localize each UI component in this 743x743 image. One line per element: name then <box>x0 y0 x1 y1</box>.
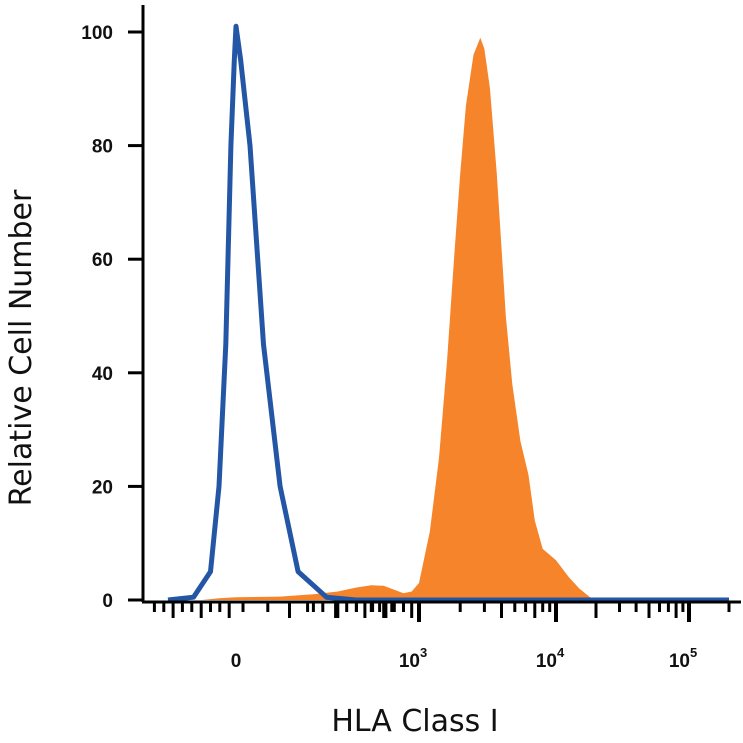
plot-area <box>167 23 729 603</box>
y-axis-title: Relative Cell Number <box>4 189 39 506</box>
x-tick-label-0: 0 <box>231 651 242 672</box>
y-tick-label-3: 60 <box>92 250 113 271</box>
x-tick-label-3: 105 <box>669 645 697 672</box>
y-tick-label-2: 40 <box>92 364 113 385</box>
y-tick-label-0: 0 <box>102 591 113 612</box>
rug-marks <box>152 602 731 622</box>
y-tick-label-4: 80 <box>92 137 113 158</box>
x-axis-title: HLA Class I <box>331 704 498 739</box>
y-axis-ticks: 0 20 40 60 80 100 <box>81 23 143 612</box>
series-1-line <box>167 23 729 603</box>
y-tick-label-5: 100 <box>81 23 113 44</box>
x-tick-label-2: 104 <box>536 645 565 672</box>
x-tick-label-1: 103 <box>399 645 427 672</box>
y-tick-label-1: 20 <box>92 477 113 498</box>
x-axis-ticks: 0 103 104 105 <box>231 645 697 672</box>
series-0-area <box>202 37 602 600</box>
